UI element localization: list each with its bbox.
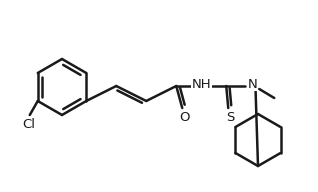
Text: O: O — [179, 111, 190, 123]
Text: N: N — [247, 78, 257, 90]
Text: S: S — [226, 111, 234, 123]
Text: Cl: Cl — [22, 118, 35, 131]
Text: NH: NH — [191, 78, 211, 90]
